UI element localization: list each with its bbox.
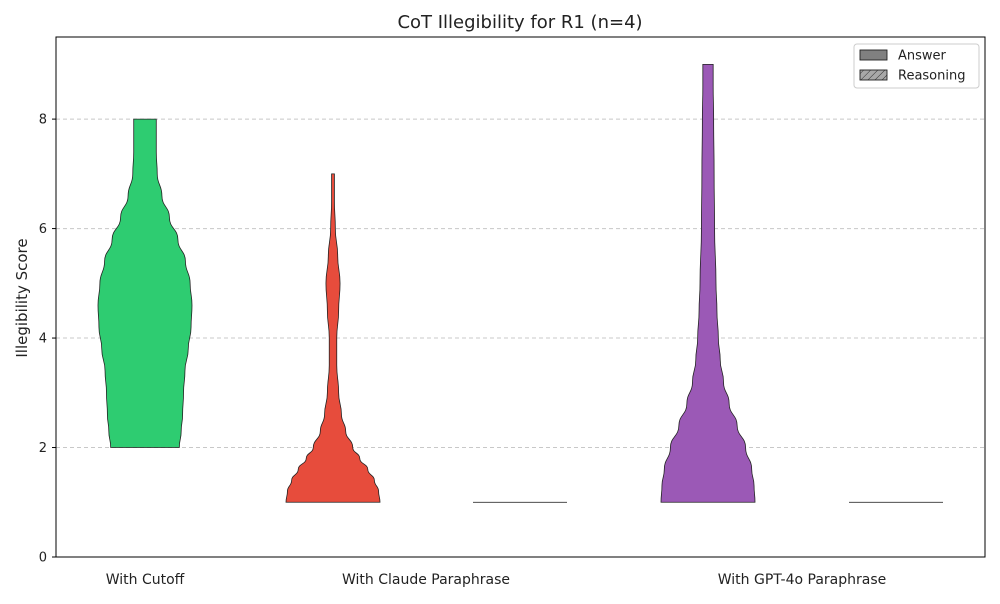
violin-body [97, 118, 193, 448]
category-layer: With Cutoff With Claude Paraphrase With GP… [106, 572, 887, 588]
legend-swatch [859, 49, 888, 61]
legend-label: Reasoning [898, 69, 965, 84]
chart-title: CoT Illegibility for R1 (n=4) [397, 12, 642, 33]
y-tick-label: 2 [39, 441, 47, 456]
legend-swatch [859, 69, 888, 81]
plot-frame [55, 36, 986, 558]
category-label: With Claude Paraphrase [342, 572, 510, 588]
y-tick-label: 4 [39, 332, 47, 347]
violin-layer [97, 63, 943, 503]
y-axis-title: Illegibility Score [13, 238, 31, 357]
violin-body [660, 63, 756, 503]
tick-layer: 0 2 4 6 8 [39, 113, 56, 566]
legend: Answer Reasoning [853, 43, 980, 89]
legend-label: Answer [898, 49, 947, 64]
y-tick-label: 8 [39, 113, 47, 128]
grid-layer [56, 118, 985, 449]
category-label: With GPT-4o Paraphrase [718, 572, 887, 588]
y-tick-label: 6 [39, 222, 47, 237]
violin-body [285, 173, 381, 503]
category-label: With Cutoff [106, 572, 185, 588]
y-tick-label: 0 [39, 551, 47, 566]
